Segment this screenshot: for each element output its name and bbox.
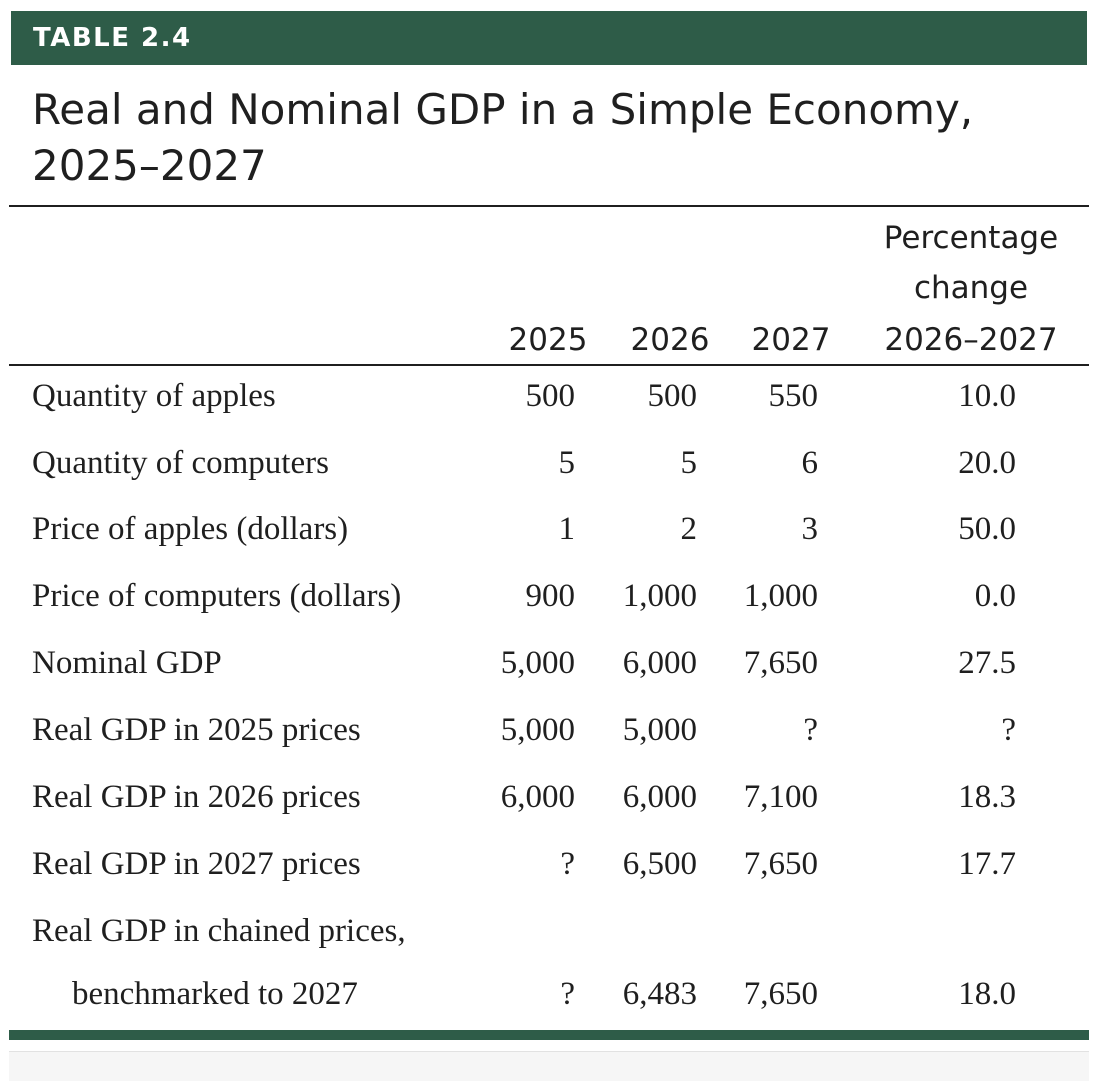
col-header-pct-line3: 2026–2027 [884, 322, 1058, 358]
cell-2027: ? [803, 712, 818, 748]
cell-2026: 2 [680, 511, 698, 547]
cell-2027: 550 [768, 378, 819, 414]
table-row-price-computers: Price of computers (dollars) 900 1,000 1… [0, 564, 1098, 630]
cell-2025: 5,000 [500, 645, 575, 681]
cell-pct-change: 10.0 [958, 378, 1016, 414]
cell-2026: 5,000 [622, 712, 697, 748]
row-label: Quantity of computers [32, 445, 329, 481]
table-row-real-gdp-2026: Real GDP in 2026 prices 6,000 6,000 7,10… [0, 765, 1098, 831]
cell-2025: ? [560, 976, 575, 1012]
table-row-real-gdp-2027: Real GDP in 2027 prices ? 6,500 7,650 17… [0, 832, 1098, 898]
cell-2027: 1,000 [743, 578, 818, 614]
cell-pct-change: 50.0 [958, 511, 1016, 547]
cell-2027: 7,650 [743, 846, 818, 882]
table-row-chained-label: Real GDP in chained prices, [0, 899, 1098, 965]
table-row-chained-benchmarked: benchmarked to 2027 ? 6,483 7,650 18.0 [0, 962, 1098, 1028]
cell-2025: 900 [525, 578, 576, 614]
cell-2025: 5,000 [500, 712, 575, 748]
row-label: Real GDP in 2026 prices [32, 779, 361, 815]
cell-2026: 6,000 [622, 779, 697, 815]
row-label: Nominal GDP [32, 645, 222, 681]
row-label: Real GDP in 2025 prices [32, 712, 361, 748]
cell-2026: 6,000 [622, 645, 697, 681]
footer-strip [9, 1051, 1089, 1081]
col-header-2026: 2026 [630, 322, 710, 358]
table-row-nominal-gdp: Nominal GDP 5,000 6,000 7,650 27.5 [0, 631, 1098, 697]
header-rule [9, 364, 1089, 366]
table-label: TABLE 2.4 [33, 23, 192, 53]
table-title: Real and Nominal GDP in a Simple Economy… [32, 85, 974, 190]
col-header-pct-line2: change [913, 270, 1029, 306]
cell-2026: 500 [647, 378, 698, 414]
cell-2027: 7,650 [743, 976, 818, 1012]
cell-2026: 5 [680, 445, 698, 481]
cell-2026: 6,500 [622, 846, 697, 882]
row-label: benchmarked to 2027 [72, 976, 358, 1012]
table-banner: TABLE 2.4 [11, 11, 1087, 65]
cell-2027: 3 [801, 511, 819, 547]
cell-2027: 7,650 [743, 645, 818, 681]
cell-2025: 5 [558, 445, 576, 481]
cell-2027: 7,100 [743, 779, 818, 815]
cell-2027: 6 [801, 445, 819, 481]
bottom-rule [9, 1030, 1089, 1040]
table-row-price-apples: Price of apples (dollars) 1 2 3 50.0 [0, 497, 1098, 563]
row-label: Real GDP in chained prices, [32, 913, 406, 949]
cell-pct-change: 27.5 [958, 645, 1016, 681]
cell-pct-change: 17.7 [958, 846, 1016, 882]
cell-2025: 1 [558, 511, 576, 547]
cell-2025: ? [560, 846, 575, 882]
table-row-quantity-apples: Quantity of apples 500 500 550 10.0 [0, 364, 1098, 430]
row-label: Price of apples (dollars) [32, 511, 349, 547]
cell-pct-change: 0.0 [974, 578, 1016, 614]
table-row-real-gdp-2025: Real GDP in 2025 prices 5,000 5,000 ? ? [0, 698, 1098, 764]
col-header-2027: 2027 [751, 322, 831, 358]
cell-pct-change: ? [1001, 712, 1016, 748]
row-label: Price of computers (dollars) [32, 578, 402, 614]
cell-pct-change: 18.0 [958, 976, 1016, 1012]
top-rule [9, 205, 1089, 207]
cell-2025: 6,000 [500, 779, 575, 815]
cell-2026: 1,000 [622, 578, 697, 614]
col-header-pct-line1: Percentage [883, 220, 1059, 256]
cell-pct-change: 20.0 [958, 445, 1016, 481]
row-label: Quantity of apples [32, 378, 276, 414]
col-header-2025: 2025 [508, 322, 588, 358]
cell-2026: 6,483 [622, 976, 697, 1012]
cell-2025: 500 [525, 378, 576, 414]
row-label: Real GDP in 2027 prices [32, 846, 361, 882]
table-row-quantity-computers: Quantity of computers 5 5 6 20.0 [0, 431, 1098, 497]
cell-pct-change: 18.3 [958, 779, 1016, 815]
